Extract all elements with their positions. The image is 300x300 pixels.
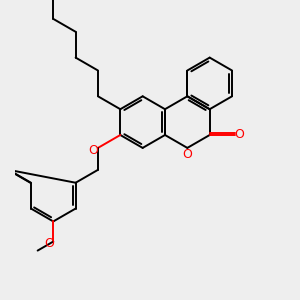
Text: O: O	[182, 148, 192, 161]
Text: O: O	[234, 128, 244, 142]
Text: O: O	[44, 238, 54, 250]
Text: O: O	[88, 144, 98, 158]
